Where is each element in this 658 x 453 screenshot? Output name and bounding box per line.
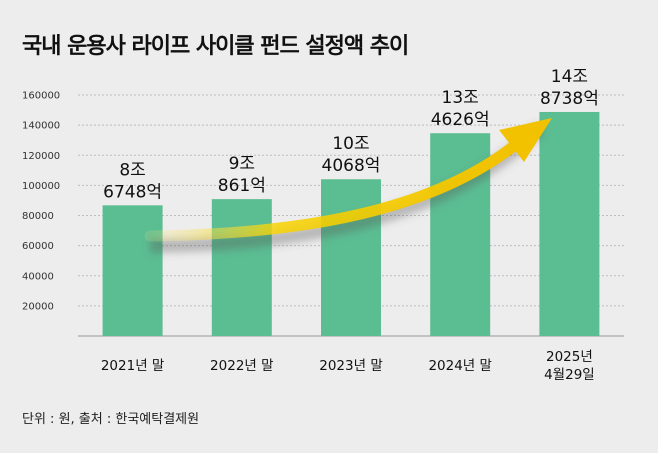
data-label: 10조 bbox=[332, 134, 369, 154]
data-label: 8738억 bbox=[540, 89, 599, 109]
y-tick-label: 80000 bbox=[22, 211, 54, 222]
data-label: 13조 bbox=[442, 88, 479, 108]
y-tick-label: 160000 bbox=[22, 91, 60, 102]
x-category-label: 2021년 말 bbox=[101, 358, 165, 374]
trend-arrow-head bbox=[499, 118, 552, 162]
data-label: 14조 bbox=[551, 67, 588, 87]
y-tick-label: 140000 bbox=[22, 121, 60, 132]
x-category-label: 4월29일 bbox=[544, 367, 595, 383]
data-label: 6748억 bbox=[103, 182, 162, 202]
y-tick-label: 60000 bbox=[22, 241, 54, 252]
source-footnote: 단위 : 원, 출처 : 한국예탁결제원 bbox=[22, 412, 200, 427]
y-tick-label: 40000 bbox=[22, 271, 54, 282]
data-label: 9조 bbox=[229, 154, 255, 174]
x-category-label: 2022년 말 bbox=[210, 358, 274, 374]
y-tick-label: 120000 bbox=[22, 151, 60, 162]
y-tick-label: 20000 bbox=[22, 301, 54, 312]
y-tick-label: 100000 bbox=[22, 181, 60, 192]
bars bbox=[102, 111, 600, 337]
data-label: 861억 bbox=[218, 176, 266, 196]
x-category-label: 2025년 bbox=[546, 349, 593, 365]
bar bbox=[321, 179, 381, 336]
data-label: 8조 bbox=[119, 160, 145, 180]
x-category-label: 2024년 말 bbox=[428, 358, 492, 374]
bar bbox=[539, 111, 600, 337]
y-axis-ticks: 160000 140000 120000 100000 80000 60000 40000 2… bbox=[22, 91, 60, 313]
trend-arrow-body bbox=[144, 139, 521, 242]
bar bbox=[102, 205, 163, 336]
bar bbox=[211, 199, 272, 336]
trend-arrow bbox=[144, 118, 552, 253]
data-label: 4626억 bbox=[431, 110, 490, 130]
chart-title: 국내 운용사 라이프 사이클 펀드 설정액 추이 bbox=[22, 34, 409, 59]
x-category-label: 2023년 말 bbox=[319, 358, 383, 374]
data-label: 4068억 bbox=[322, 156, 381, 176]
x-axis-categories: 2021년 말 2022년 말 2023년 말 2024년 말 2025년 4월29일 bbox=[101, 349, 595, 383]
